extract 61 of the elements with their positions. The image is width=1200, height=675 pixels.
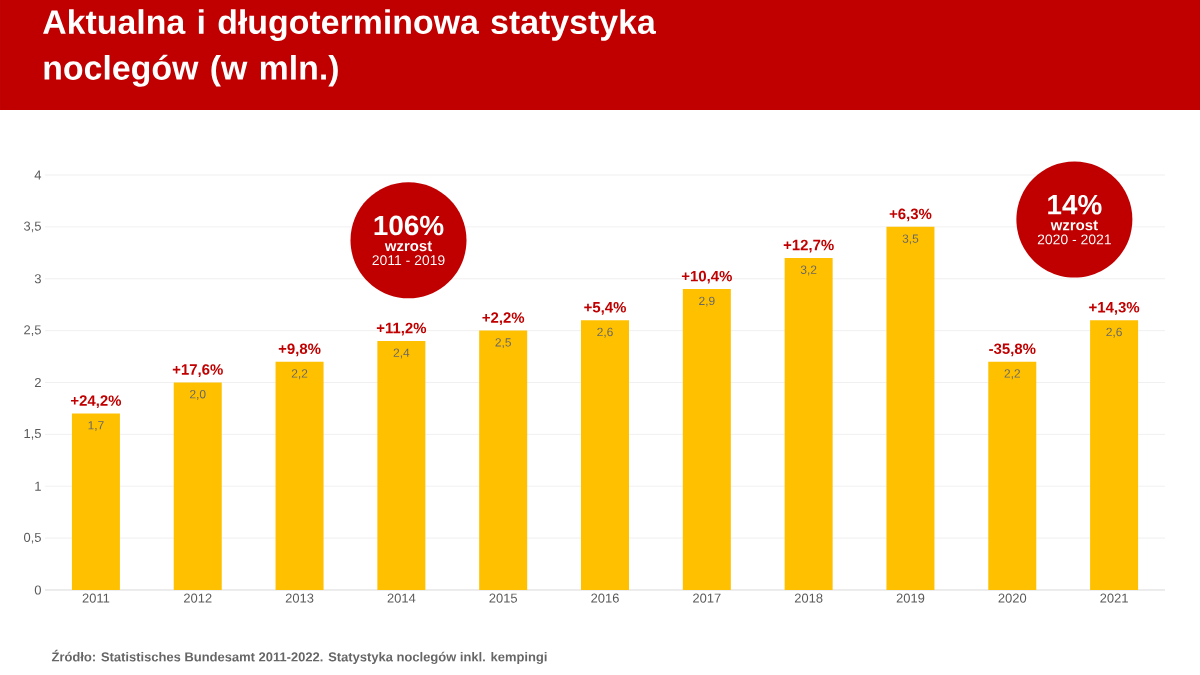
annotation: +17,6% [172,364,223,377]
annotation: 106% [374,215,444,236]
annotation: +11,2% [376,322,427,336]
data-label: 3,5 [902,234,919,245]
y-tick-label: 0 [34,585,41,595]
annotation: 14% [1048,194,1102,215]
data-label: 2,6 [1106,327,1122,338]
annotation: +9,8% [278,343,321,357]
annotation: +5,4% [584,302,626,315]
annotation: +2,2% [482,312,525,326]
data-label: 2,6 [597,327,613,338]
annotation: +24,2% [70,395,122,409]
bar [479,330,528,590]
bar [1090,320,1139,590]
bar [682,289,731,590]
bar [275,361,324,590]
data-label: 3,2 [800,265,817,276]
annotation: +12,7% [783,239,834,253]
x-tick-label: 2015 [489,593,518,603]
x-tick-label: 2019 [896,593,925,603]
y-tick-label: 2,5 [24,325,41,336]
annotation: 2020 - 2021 [1037,234,1111,245]
annotation: wzrost [384,241,432,252]
data-label: 2,0 [190,390,206,400]
chart-title: Aktualna i długoterminowa statystyka noclegów (w mln.) [43,9,657,87]
annotation: +6,3% [889,208,932,222]
bar [173,382,222,590]
bar [71,413,120,590]
data-label: 2,5 [495,338,511,349]
y-tick-label: 3,5 [23,221,41,233]
data-label: 2,2 [291,369,308,380]
data-label: 2,2 [1004,369,1020,380]
x-tick-label: 2013 [285,593,314,603]
x-tick-label: 2011 [82,593,110,603]
x-tick-label: 2021 [1100,593,1128,603]
x-tick-label: 2016 [591,593,619,603]
y-tick-label: 2 [34,377,41,388]
annotation: +14,3% [1089,301,1140,315]
bar [784,257,833,590]
y-tick-label: 3 [34,274,41,284]
y-tick-label: 0,5 [23,532,41,544]
bar [988,361,1037,590]
x-tick-label: 2018 [794,593,823,603]
annotation: 2011 - 2019 [372,255,445,266]
bar [886,226,935,590]
annotation: wzrost [1050,220,1098,231]
data-label: 2,9 [699,296,715,307]
x-tick-label: 2014 [387,593,416,603]
annotation: +10,4% [681,270,732,284]
x-tick-label: 2020 [998,593,1027,603]
data-label: 2,4 [393,348,410,359]
y-tick-label: 4 [34,170,42,180]
annotation: -35,8% [989,343,1036,357]
bar [581,320,629,590]
x-tick-label: 2017 [693,593,721,603]
bar [377,340,426,590]
text: Źródło: Statistisches Bundesamt 2011-2022. Statystyka noclegów inkl. kempingi [51,649,547,665]
x-tick-label: 2012 [183,593,212,603]
data-label: 1,7 [88,421,104,431]
y-tick-label: 1,5 [24,429,41,440]
y-tick-label: 1 [35,481,41,491]
